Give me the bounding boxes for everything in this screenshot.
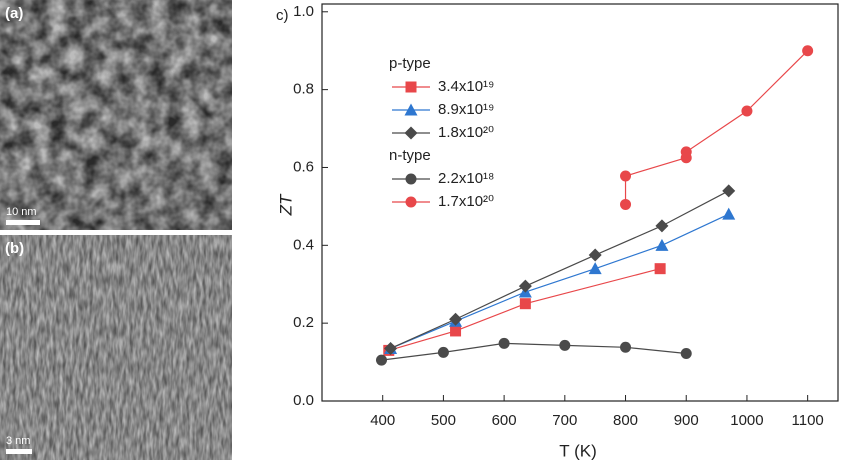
y-axis-label: ZT [276, 193, 295, 216]
marker [450, 325, 462, 337]
marker [620, 198, 632, 210]
legend-label: 1.7x10²⁰ [438, 193, 494, 210]
x-tick-label: 600 [492, 412, 517, 429]
legend-marker [404, 103, 418, 116]
marker [449, 312, 463, 326]
marker [559, 339, 571, 351]
marker [519, 298, 531, 310]
y-tick-label: 1.0 [293, 3, 314, 20]
marker [680, 146, 692, 158]
scale-label: 10 nm [6, 206, 37, 218]
y-tick-label: 0.6 [293, 158, 314, 175]
x-tick-label: 900 [674, 412, 699, 429]
series-line [388, 268, 661, 351]
y-tick-label: 0.0 [293, 392, 314, 409]
scale-bar [6, 449, 32, 454]
legend-label: 8.9x10¹⁹ [438, 101, 494, 118]
x-tick-label: 1000 [730, 412, 763, 429]
marker [384, 341, 398, 355]
marker [498, 337, 510, 349]
marker [375, 354, 387, 366]
legend-marker [405, 196, 417, 208]
legend-group-title: n-type [389, 147, 431, 164]
panel-label: c) [276, 7, 289, 24]
micrograph-b-texture [0, 235, 232, 460]
scale-bar [6, 220, 40, 225]
x-axis-label: T (K) [559, 441, 596, 460]
marker [802, 45, 814, 57]
x-tick-label: 1100 [792, 412, 824, 429]
marker [654, 263, 666, 275]
marker [437, 346, 449, 358]
marker [518, 279, 532, 293]
legend-marker [404, 126, 418, 140]
legend-marker [405, 173, 417, 185]
marker [722, 207, 736, 220]
panel-label: (b) [5, 240, 24, 257]
marker [722, 184, 736, 198]
legend-label: 2.2x10¹⁸ [438, 170, 494, 187]
marker [620, 170, 632, 182]
marker [620, 341, 632, 353]
panel-label: (a) [5, 5, 23, 22]
marker [680, 348, 692, 360]
y-tick-label: 0.8 [293, 81, 314, 98]
legend-label: 1.8x10²⁰ [438, 124, 494, 141]
series-line [390, 190, 730, 350]
series-line [624, 50, 809, 205]
marker [655, 219, 669, 233]
series-line [390, 213, 729, 350]
legend-label: 3.4x10¹⁹ [438, 78, 494, 95]
marker [588, 262, 602, 275]
marker [741, 105, 753, 117]
scale-label: 3 nm [6, 435, 30, 447]
x-tick-label: 400 [370, 412, 395, 429]
x-tick-label: 800 [613, 412, 638, 429]
y-tick-label: 0.2 [293, 314, 314, 331]
x-tick-label: 500 [431, 412, 456, 429]
marker [655, 238, 669, 251]
series-line [381, 342, 687, 361]
plot-frame [321, 3, 839, 402]
marker [588, 248, 602, 262]
x-tick-label: 700 [552, 412, 577, 429]
legend-marker [405, 81, 417, 93]
legend-group-title: p-type [389, 55, 431, 72]
y-tick-label: 0.4 [293, 236, 314, 253]
micrograph-a-texture [0, 0, 232, 230]
